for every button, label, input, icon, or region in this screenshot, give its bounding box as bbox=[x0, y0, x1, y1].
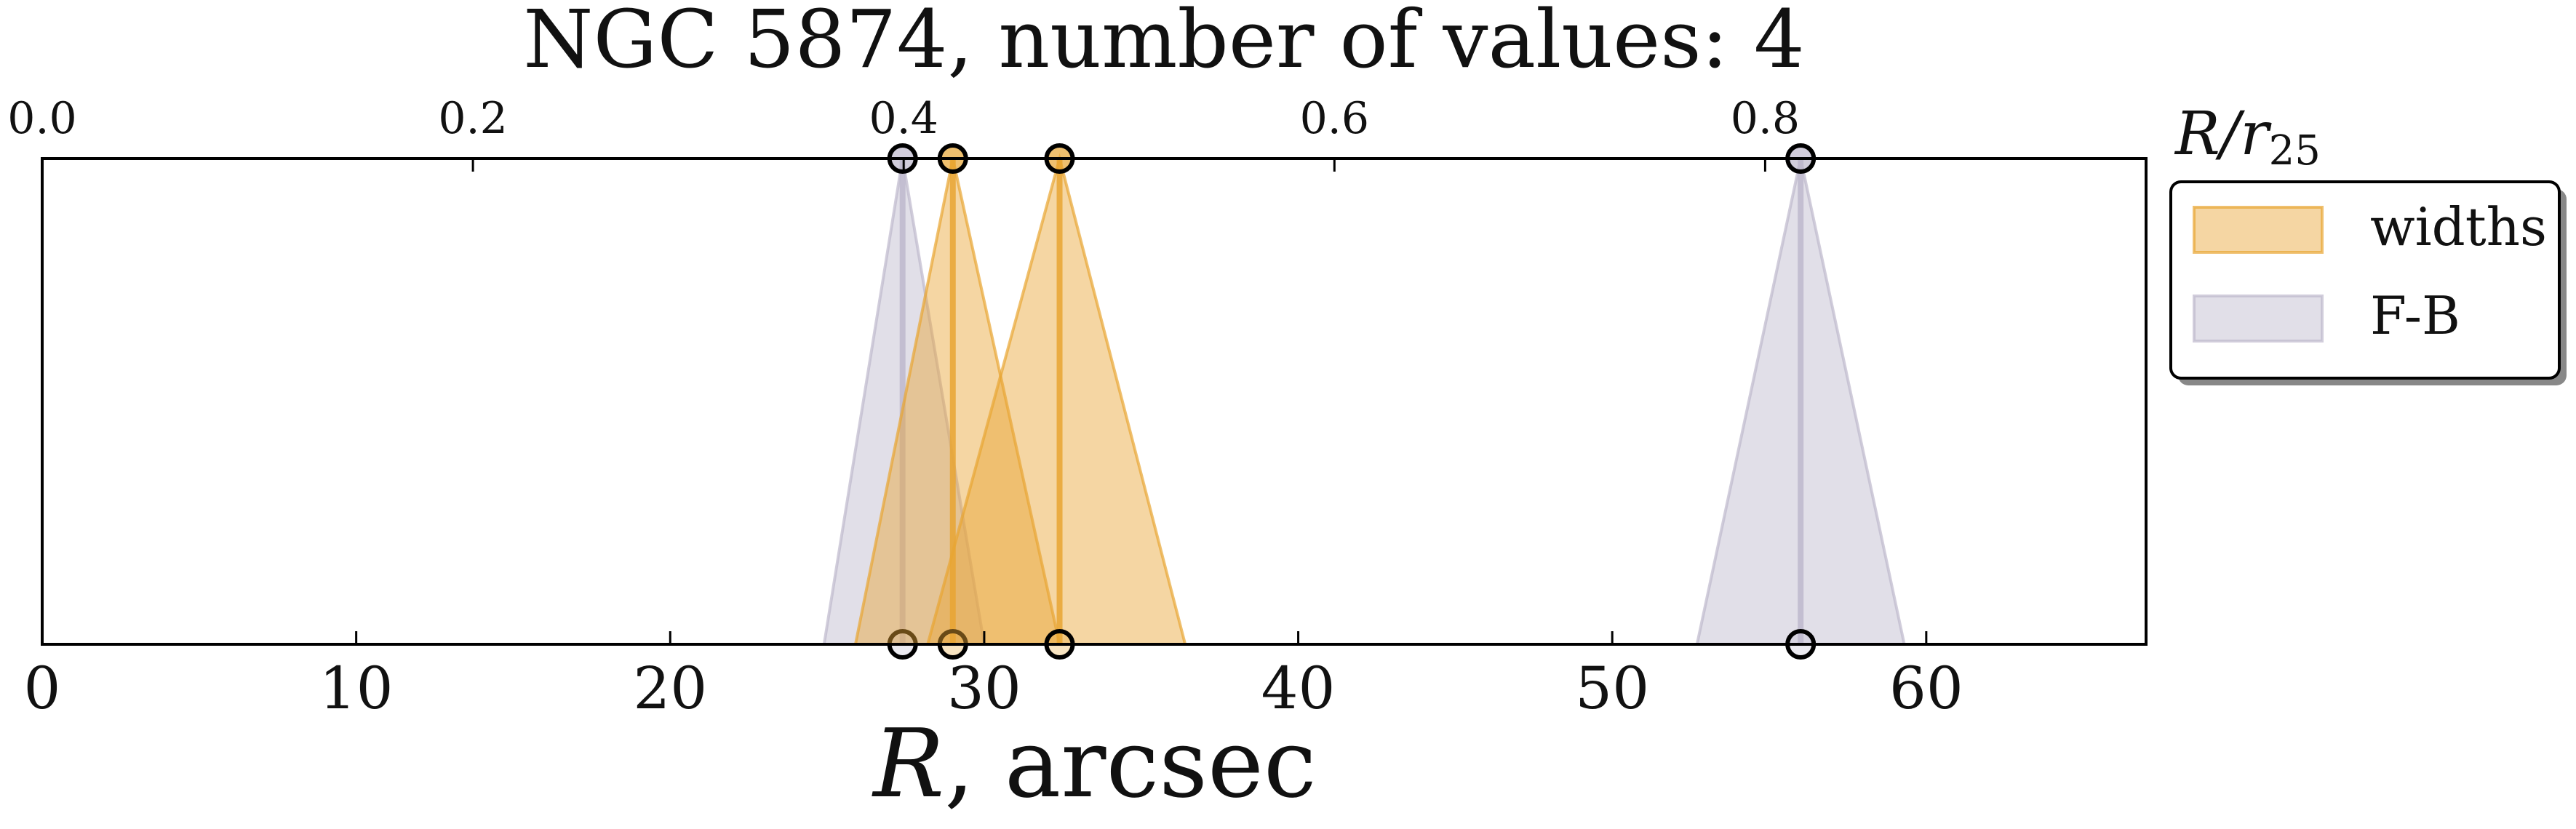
legend-swatch bbox=[2193, 206, 2324, 254]
legend-box bbox=[2169, 180, 2561, 380]
x2-tick-label: 0.6 bbox=[1300, 93, 1369, 144]
x2-tick-label: 0.0 bbox=[7, 93, 76, 144]
legend-label: F-B bbox=[2370, 285, 2460, 346]
x-axis-label: R, arcsec bbox=[872, 708, 1316, 819]
x-tick-label: 50 bbox=[1575, 654, 1649, 722]
x-tick-label: 20 bbox=[633, 654, 707, 722]
legend-swatch bbox=[2193, 295, 2324, 343]
x-axis-label-variable: R bbox=[872, 708, 944, 819]
x-axis: 0 10 20 30 40 50 60 bbox=[24, 631, 1963, 722]
x2-tick-label: 0.8 bbox=[1731, 93, 1800, 144]
x2-tick-label: 0.4 bbox=[869, 93, 938, 144]
x-tick-label: 40 bbox=[1261, 654, 1336, 722]
x-tick-label: 60 bbox=[1889, 654, 1963, 722]
chart-title: NGC 5874, number of values: 4 bbox=[523, 0, 1804, 86]
plot-frame bbox=[41, 157, 2148, 646]
x-axis-label-unit: , arcsec bbox=[944, 708, 1317, 819]
x-tick-label: 30 bbox=[947, 654, 1021, 722]
x-tick-label: 10 bbox=[319, 654, 394, 722]
plot-area bbox=[822, 143, 1907, 660]
legend: widths F-B bbox=[2169, 180, 2567, 385]
legend-entries: widths F-B bbox=[2193, 196, 2547, 346]
x2-label-var: R/r bbox=[2174, 100, 2272, 169]
secondary-x-axis-label: R/r25 bbox=[2174, 100, 2321, 175]
x2-label-sub: 25 bbox=[2269, 127, 2321, 175]
legend-label: widths bbox=[2370, 196, 2547, 257]
x2-tick-label: 0.2 bbox=[438, 93, 507, 144]
secondary-x-axis: 0.0 0.2 0.4 0.6 0.8 bbox=[7, 93, 1800, 172]
x-tick-label: 0 bbox=[24, 654, 61, 722]
